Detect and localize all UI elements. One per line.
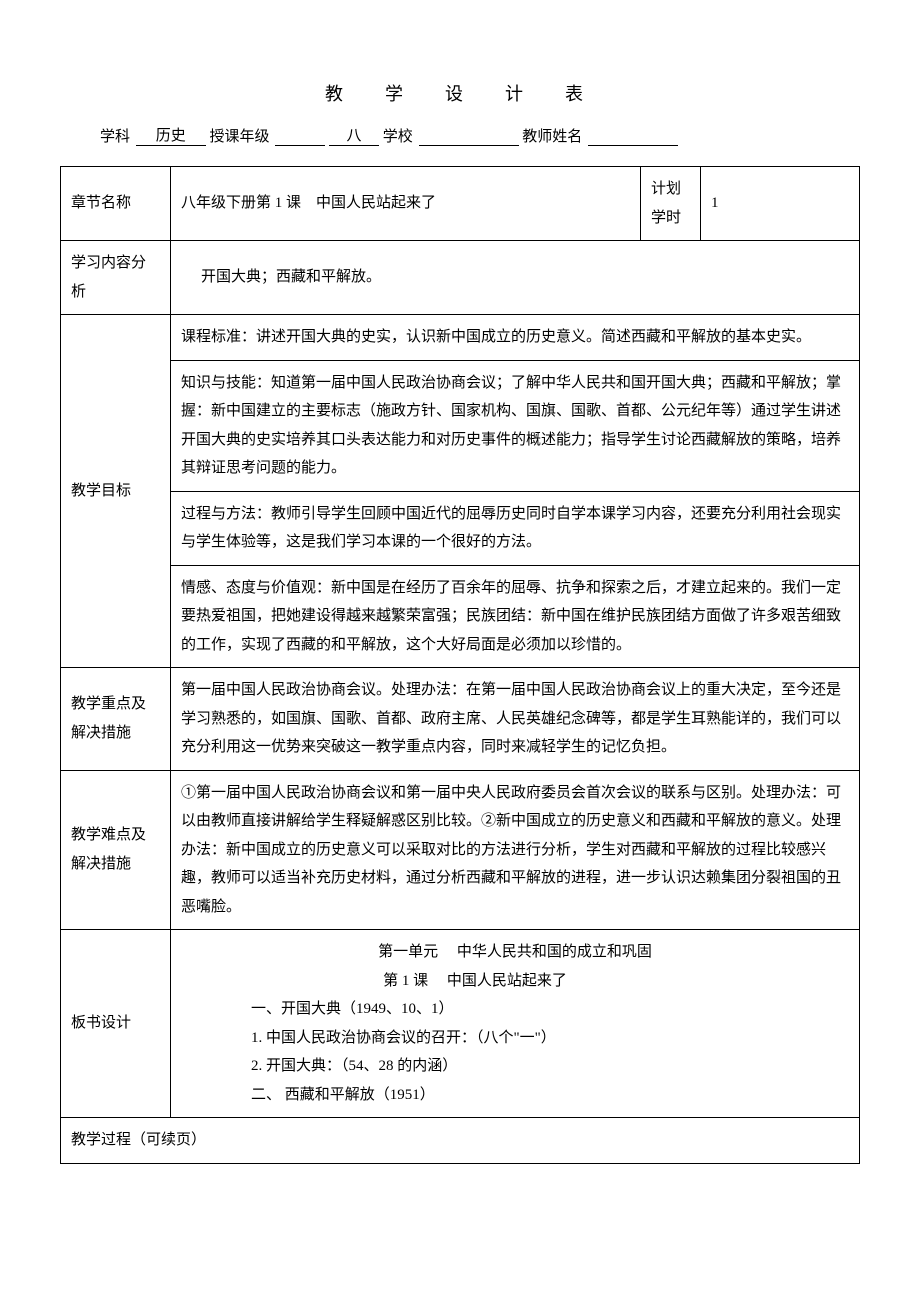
lesson-plan-table: 章节名称 八年级下册第 1 课 中国人民站起来了 计划学时 1 学习内容分析 开…	[60, 166, 860, 1164]
content-value: 开国大典；西藏和平解放。	[171, 241, 860, 315]
document-title: 教 学 设 计 表	[60, 80, 860, 106]
difficulties-value: ①第一届中国人民政治协商会议和第一届中央人民政府委员会首次会议的联系与区别。处理…	[171, 770, 860, 930]
school-label: 学校	[383, 129, 413, 145]
board-line1: 第一单元 中华人民共和国的成立和巩固	[181, 938, 849, 967]
objectives-label: 教学目标	[61, 315, 171, 668]
school-value	[419, 145, 519, 146]
hours-label: 计划学时	[641, 167, 701, 241]
board-line3: 一、开国大典（1949、10、1）	[181, 995, 849, 1024]
chapter-value: 八年级下册第 1 课 中国人民站起来了	[171, 167, 641, 241]
content-row: 学习内容分析 开国大典；西藏和平解放。	[61, 241, 860, 315]
objectives-p3: 过程与方法：教师引导学生回顾中国近代的屈辱历史同时自学本课学习内容，还要充分利用…	[171, 491, 860, 565]
grade-label: 授课年级	[210, 129, 270, 145]
objectives-p2: 知识与技能：知道第一届中国人民政治协商会议；了解中华人民共和国开国大典；西藏和平…	[171, 360, 860, 491]
hours-value: 1	[701, 167, 860, 241]
keypoints-value: 第一届中国人民政治协商会议。处理办法：在第一届中国人民政治协商会议上的重大决定，…	[171, 668, 860, 771]
chapter-label: 章节名称	[61, 167, 171, 241]
objectives-p4: 情感、态度与价值观：新中国是在经历了百余年的屈辱、抗争和探索之后，才建立起来的。…	[171, 565, 860, 668]
objectives-p1: 课程标准：讲述开国大典的史实，认识新中国成立的历史意义。简述西藏和平解放的基本史…	[171, 315, 860, 361]
board-label: 板书设计	[61, 930, 171, 1118]
chapter-row: 章节名称 八年级下册第 1 课 中国人民站起来了 计划学时 1	[61, 167, 860, 241]
teacher-value	[588, 145, 678, 146]
objectives-row-2: 知识与技能：知道第一届中国人民政治协商会议；了解中华人民共和国开国大典；西藏和平…	[61, 360, 860, 491]
difficulties-row: 教学难点及解决措施 ①第一届中国人民政治协商会议和第一届中央人民政府委员会首次会…	[61, 770, 860, 930]
process-row: 教学过程（可续页）	[61, 1118, 860, 1164]
header-info-line: 学科 历史 授课年级 八 学校 教师姓名	[60, 124, 860, 146]
subject-label: 学科	[100, 129, 130, 145]
objectives-row-4: 情感、态度与价值观：新中国是在经历了百余年的屈辱、抗争和探索之后，才建立起来的。…	[61, 565, 860, 668]
board-line5: 2. 开国大典：（54、28 的内涵）	[181, 1052, 849, 1081]
objectives-row: 教学目标 课程标准：讲述开国大典的史实，认识新中国成立的历史意义。简述西藏和平解…	[61, 315, 860, 361]
objectives-row-3: 过程与方法：教师引导学生回顾中国近代的屈辱历史同时自学本课学习内容，还要充分利用…	[61, 491, 860, 565]
board-content: 第一单元 中华人民共和国的成立和巩固 第 1 课 中国人民站起来了 一、开国大典…	[171, 930, 860, 1118]
grade-value: 八	[329, 124, 379, 146]
keypoints-row: 教学重点及解决措施 第一届中国人民政治协商会议。处理办法：在第一届中国人民政治协…	[61, 668, 860, 771]
difficulties-label: 教学难点及解决措施	[61, 770, 171, 930]
grade-pre-blank	[275, 145, 325, 146]
keypoints-label: 教学重点及解决措施	[61, 668, 171, 771]
board-line6: 二、 西藏和平解放（1951）	[181, 1081, 849, 1110]
content-label: 学习内容分析	[61, 241, 171, 315]
subject-value: 历史	[136, 124, 206, 146]
board-row: 板书设计 第一单元 中华人民共和国的成立和巩固 第 1 课 中国人民站起来了 一…	[61, 930, 860, 1118]
board-line2: 第 1 课 中国人民站起来了	[181, 967, 849, 996]
board-line4: 1. 中国人民政治协商会议的召开：（八个"一"）	[181, 1024, 849, 1053]
teacher-label: 教师姓名	[522, 129, 582, 145]
process-label: 教学过程（可续页）	[61, 1118, 860, 1164]
